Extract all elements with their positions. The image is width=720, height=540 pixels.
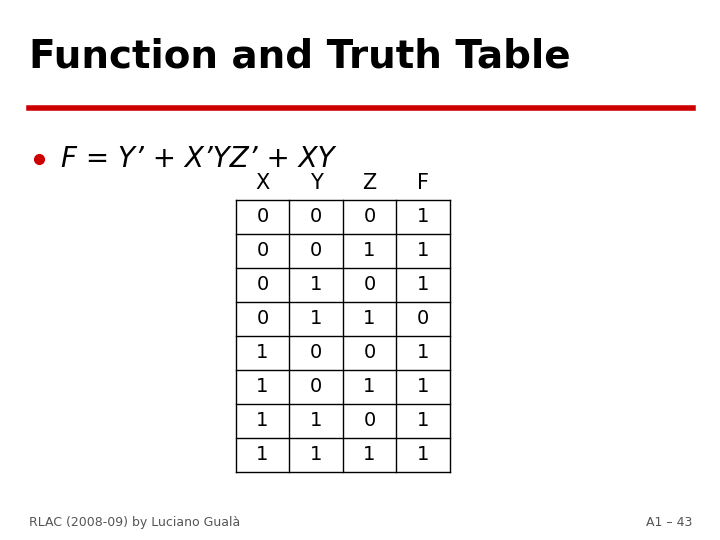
Text: 0: 0 bbox=[256, 241, 269, 260]
Text: 1: 1 bbox=[417, 446, 429, 464]
Text: 0: 0 bbox=[310, 241, 322, 260]
Text: 0: 0 bbox=[310, 207, 322, 226]
Text: 0: 0 bbox=[364, 411, 376, 430]
Text: 1: 1 bbox=[417, 275, 429, 294]
Text: 1: 1 bbox=[417, 377, 429, 396]
Text: 0: 0 bbox=[364, 343, 376, 362]
Text: 1: 1 bbox=[417, 411, 429, 430]
Text: 1: 1 bbox=[364, 446, 376, 464]
Text: 0: 0 bbox=[310, 343, 322, 362]
Text: 1: 1 bbox=[417, 343, 429, 362]
Text: F = Y’ + X’YZ’ + XY: F = Y’ + X’YZ’ + XY bbox=[60, 145, 334, 173]
Text: A1 – 43: A1 – 43 bbox=[647, 516, 693, 529]
Text: 1: 1 bbox=[256, 377, 269, 396]
Text: 0: 0 bbox=[310, 377, 322, 396]
Text: 1: 1 bbox=[417, 207, 429, 226]
Text: 1: 1 bbox=[364, 377, 376, 396]
Text: 0: 0 bbox=[364, 275, 376, 294]
Text: 1: 1 bbox=[310, 411, 322, 430]
Text: Function and Truth Table: Function and Truth Table bbox=[29, 38, 570, 76]
Text: 0: 0 bbox=[256, 275, 269, 294]
Text: 0: 0 bbox=[256, 207, 269, 226]
Text: F: F bbox=[417, 173, 429, 193]
Text: 1: 1 bbox=[256, 411, 269, 430]
Text: 1: 1 bbox=[310, 309, 322, 328]
Text: 0: 0 bbox=[364, 207, 376, 226]
Text: 0: 0 bbox=[256, 309, 269, 328]
Text: 1: 1 bbox=[310, 446, 322, 464]
Text: 1: 1 bbox=[417, 241, 429, 260]
Text: 1: 1 bbox=[256, 343, 269, 362]
Text: Y: Y bbox=[310, 173, 323, 193]
Text: 0: 0 bbox=[417, 309, 429, 328]
Text: 1: 1 bbox=[364, 241, 376, 260]
Text: 1: 1 bbox=[256, 446, 269, 464]
Text: RLAC (2008-09) by Luciano Gualà: RLAC (2008-09) by Luciano Gualà bbox=[29, 516, 240, 529]
Text: 1: 1 bbox=[310, 275, 322, 294]
Text: 1: 1 bbox=[364, 309, 376, 328]
Text: X: X bbox=[256, 173, 269, 193]
Text: Z: Z bbox=[362, 173, 377, 193]
